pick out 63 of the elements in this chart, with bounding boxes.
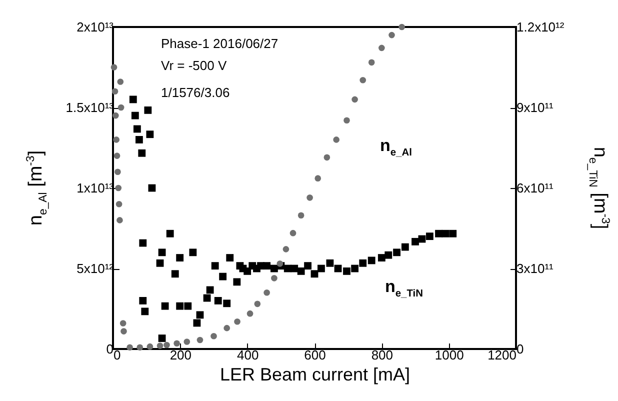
point bbox=[118, 104, 124, 111]
point bbox=[352, 96, 358, 103]
annotation: 1/1576/3.06 bbox=[161, 85, 230, 100]
point bbox=[324, 154, 330, 161]
point bbox=[210, 332, 217, 340]
point bbox=[344, 117, 350, 124]
point bbox=[113, 136, 120, 143]
point bbox=[136, 344, 144, 351]
point bbox=[234, 318, 240, 325]
point bbox=[117, 78, 124, 85]
point bbox=[116, 200, 122, 208]
x-tick-label: 800 bbox=[371, 348, 394, 362]
y-tick-label: 1.5x10¹³ bbox=[66, 100, 114, 115]
y2-tick-label: 3x10¹¹ bbox=[516, 261, 554, 276]
point bbox=[264, 289, 270, 296]
point bbox=[112, 112, 119, 119]
point bbox=[378, 44, 385, 52]
point bbox=[164, 342, 170, 348]
annotation: Phase-1 2016/06/27 bbox=[161, 36, 278, 51]
series-label: n$_{e_TiN}$ bbox=[385, 277, 423, 300]
point bbox=[282, 246, 290, 252]
x-tick-label: 1200 bbox=[488, 348, 516, 362]
x-tick-label: 1000 bbox=[434, 348, 464, 362]
point bbox=[184, 338, 190, 345]
point bbox=[120, 320, 126, 326]
y-tick-label: 5x10¹² bbox=[76, 261, 114, 276]
y2-tick-label: 1.2x10¹² bbox=[516, 20, 565, 34]
y2-tick-label: 9x10¹¹ bbox=[516, 100, 554, 115]
point bbox=[126, 344, 133, 351]
point bbox=[174, 340, 180, 347]
annotation: Vr = -500 V bbox=[161, 58, 227, 73]
point bbox=[254, 300, 261, 308]
point bbox=[360, 76, 366, 84]
point bbox=[114, 152, 120, 159]
point bbox=[156, 342, 164, 349]
point bbox=[368, 59, 375, 66]
point bbox=[298, 212, 304, 219]
point bbox=[146, 343, 154, 350]
series-label: n$_{e_Al}$ bbox=[380, 136, 412, 159]
point bbox=[115, 184, 122, 192]
x-tick-label: 400 bbox=[236, 348, 259, 362]
point bbox=[110, 64, 118, 70]
point bbox=[224, 324, 230, 332]
point bbox=[112, 88, 118, 95]
point bbox=[114, 168, 121, 176]
point bbox=[306, 194, 313, 201]
point bbox=[196, 336, 204, 344]
point bbox=[388, 32, 395, 38]
point bbox=[271, 275, 278, 282]
point bbox=[120, 328, 127, 334]
point bbox=[398, 24, 405, 30]
point bbox=[290, 230, 296, 236]
y2-tick-label: 6x10¹¹ bbox=[516, 180, 554, 196]
point bbox=[276, 260, 284, 267]
x-tick-label: 600 bbox=[304, 348, 326, 362]
y-tick-label: 1x10¹³ bbox=[76, 180, 114, 196]
x-axis-title: LER Beam current [mA] bbox=[220, 364, 410, 384]
point bbox=[314, 175, 322, 182]
point bbox=[246, 310, 254, 317]
point bbox=[116, 217, 123, 224]
x-tick-label: 200 bbox=[170, 348, 192, 362]
y-tick-label: 2x10¹³ bbox=[76, 20, 114, 34]
point bbox=[333, 136, 340, 143]
